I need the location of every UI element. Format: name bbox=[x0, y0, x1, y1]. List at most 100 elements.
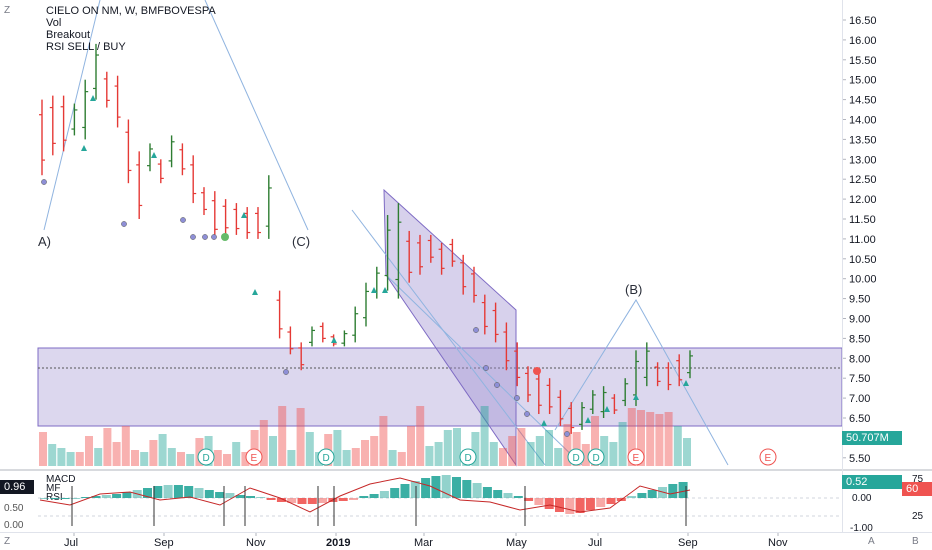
signal-marker bbox=[514, 395, 520, 401]
buy-arrow bbox=[604, 406, 610, 412]
buy-arrow bbox=[382, 287, 388, 293]
macd-histogram-bar bbox=[338, 498, 348, 501]
volume-bar bbox=[250, 430, 259, 466]
volume-bar bbox=[177, 452, 185, 466]
price-axis[interactable] bbox=[842, 0, 932, 532]
volume-bar bbox=[480, 406, 489, 466]
macd-histogram-bar bbox=[493, 490, 503, 498]
dividend-badge bbox=[459, 448, 477, 466]
volume-bar bbox=[471, 432, 480, 466]
volume-bar bbox=[609, 442, 618, 466]
volume-bar bbox=[646, 412, 655, 466]
price-tick-label: 16.50 bbox=[849, 15, 877, 27]
earnings-badge-label: E bbox=[633, 453, 640, 464]
signal-marker bbox=[211, 234, 217, 240]
price-tick-label: 8.00 bbox=[849, 353, 870, 365]
macd-histogram-bar bbox=[410, 481, 420, 498]
earnings-badge bbox=[627, 448, 645, 466]
price-tick-label: 14.50 bbox=[849, 95, 877, 107]
volume-bar bbox=[655, 414, 664, 466]
volume-bar bbox=[618, 422, 627, 466]
volume-bar bbox=[554, 448, 563, 466]
time-axis[interactable] bbox=[0, 532, 932, 550]
macd-histogram-bar bbox=[555, 498, 564, 512]
buy-arrow bbox=[371, 287, 377, 293]
macd-histogram-bar bbox=[544, 498, 554, 509]
rsi-current-badge: 60 bbox=[902, 482, 932, 496]
price-tick-label: 5.50 bbox=[849, 453, 870, 465]
macd-histogram-bar bbox=[441, 475, 451, 498]
price-tick-label: 8.50 bbox=[849, 333, 870, 345]
signal-marker bbox=[283, 369, 289, 375]
buy-arrow bbox=[90, 95, 96, 101]
study-vol[interactable]: Vol bbox=[46, 17, 62, 29]
earnings-badge bbox=[759, 448, 777, 466]
macd-histogram-bar bbox=[204, 490, 214, 498]
volume-bar bbox=[388, 450, 397, 466]
macd-histogram-bar bbox=[606, 498, 616, 504]
volume-bar bbox=[213, 450, 222, 466]
volume-bar bbox=[443, 430, 452, 466]
macd-histogram-bar bbox=[524, 498, 534, 501]
macd-histogram-bar bbox=[287, 498, 297, 503]
macd-histogram-bar bbox=[173, 485, 183, 498]
buy-arrow bbox=[81, 145, 87, 151]
macd-histogram-bar bbox=[246, 496, 255, 498]
dividend-badge bbox=[567, 448, 585, 466]
volume-bar bbox=[158, 434, 167, 466]
earnings-badge-label: E bbox=[765, 453, 772, 464]
macd-histogram-bar bbox=[513, 496, 523, 498]
macd-histogram-bar bbox=[647, 490, 657, 498]
price-tick-label: 13.50 bbox=[849, 134, 877, 146]
macd-histogram-bar bbox=[235, 495, 245, 498]
macd-histogram-bar bbox=[256, 497, 266, 498]
price-tick-label: 13.00 bbox=[849, 154, 877, 166]
volume-badge: 50.707M bbox=[842, 431, 902, 445]
signal-marker bbox=[524, 411, 530, 417]
axis-corner-left: Z bbox=[4, 536, 11, 547]
wave-label-a: A) bbox=[38, 234, 51, 249]
study-breakout[interactable]: Breakout bbox=[46, 29, 91, 41]
volume-bar bbox=[683, 438, 691, 466]
wave-line-a bbox=[43, 0, 101, 231]
volume-bar bbox=[259, 420, 268, 466]
volume-bar bbox=[545, 430, 553, 466]
signal-marker bbox=[564, 431, 570, 437]
macd-axis-tick: -1.00 bbox=[850, 523, 873, 534]
time-axis-label: Sep bbox=[154, 537, 174, 549]
macd-histogram-bar bbox=[668, 484, 678, 498]
macd-histogram-bar bbox=[472, 483, 482, 498]
time-axis-label: May bbox=[506, 537, 527, 549]
macd-histogram-bar bbox=[318, 498, 328, 503]
macd-histogram-bar bbox=[534, 498, 544, 505]
signal-marker bbox=[180, 217, 186, 223]
price-tick-label: 12.00 bbox=[849, 194, 877, 206]
study-rsi-sell-buy[interactable]: RSI SELL / BUY bbox=[46, 41, 126, 53]
macd-histogram-bar bbox=[50, 498, 60, 499]
volume-bar bbox=[526, 442, 535, 466]
macd-histogram-bar bbox=[637, 493, 647, 498]
volume-bar bbox=[416, 406, 425, 466]
price-tick-label: 14.00 bbox=[849, 115, 877, 127]
volume-bar bbox=[591, 416, 599, 466]
axis-corner-b: B bbox=[912, 536, 919, 547]
macd-histogram-bar bbox=[565, 498, 575, 514]
volume-bar bbox=[333, 430, 342, 466]
macd-histogram-bar bbox=[215, 492, 225, 498]
wave-line-b bbox=[554, 299, 729, 466]
dividend-badge bbox=[587, 448, 605, 466]
volume-bar bbox=[232, 442, 241, 466]
volume-bar bbox=[112, 442, 121, 466]
macd-histogram-bar bbox=[40, 498, 49, 499]
volume-bar bbox=[287, 450, 296, 466]
volume-bar bbox=[637, 410, 645, 466]
volume-bar bbox=[66, 452, 75, 466]
channel-lower-line bbox=[351, 209, 546, 466]
macd-histogram-bar bbox=[575, 498, 585, 513]
price-tick-label: 9.00 bbox=[849, 314, 870, 326]
macd-histogram-bar bbox=[194, 488, 204, 498]
time-axis-label: Sep bbox=[678, 537, 698, 549]
macd-histogram-bar bbox=[225, 493, 235, 498]
volume-bar bbox=[167, 448, 176, 466]
